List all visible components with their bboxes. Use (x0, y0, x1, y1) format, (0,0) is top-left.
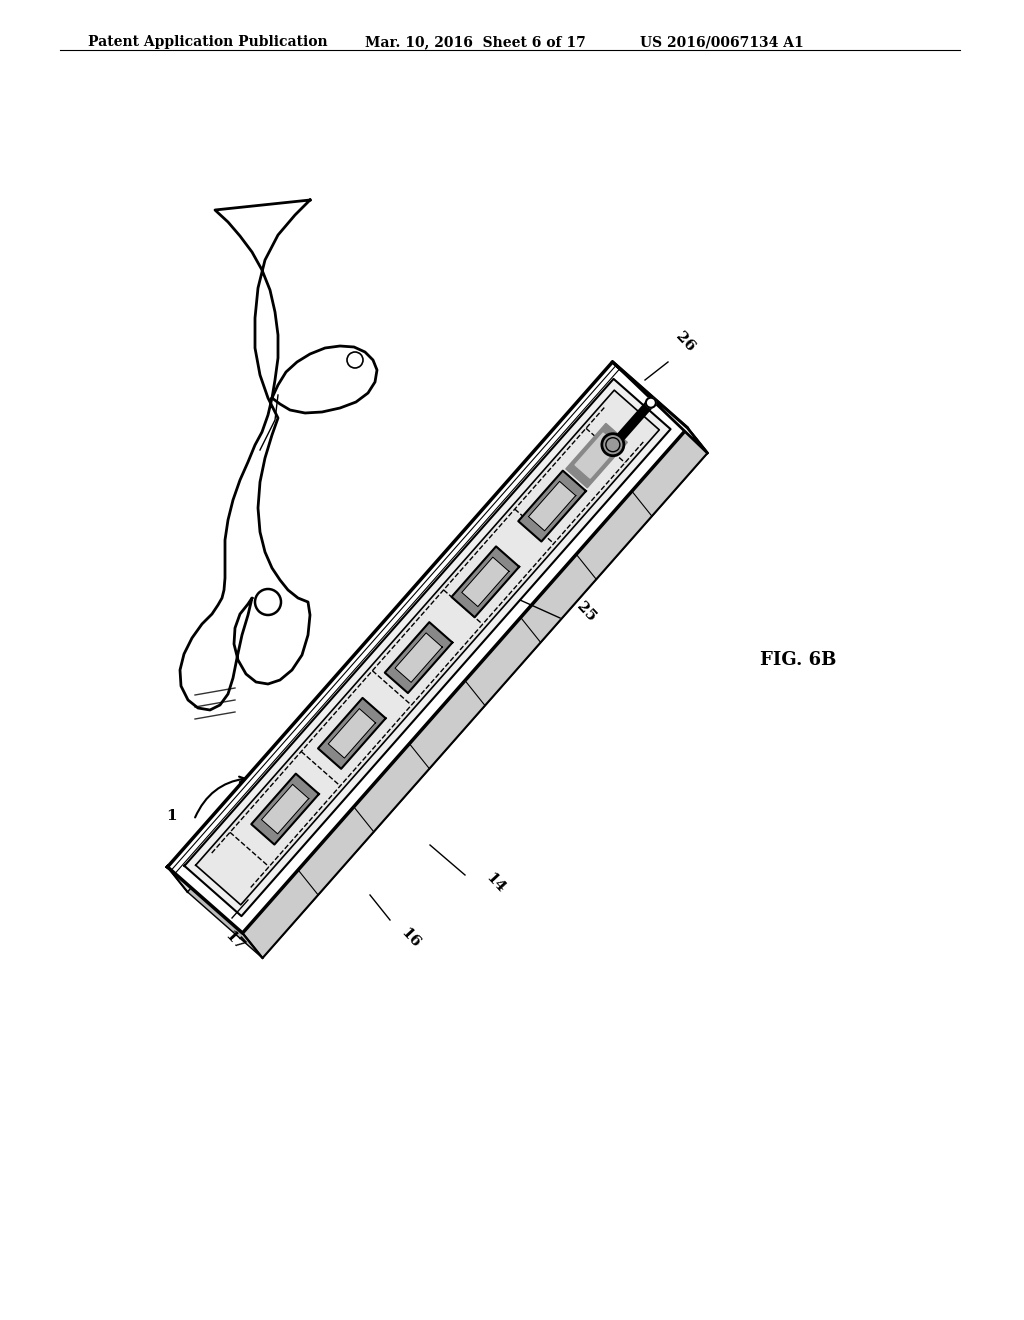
Polygon shape (318, 698, 386, 768)
Polygon shape (243, 428, 708, 958)
Polygon shape (452, 546, 519, 618)
Polygon shape (187, 387, 708, 958)
Polygon shape (168, 362, 687, 933)
Text: 25: 25 (574, 599, 599, 624)
Polygon shape (272, 346, 377, 413)
Polygon shape (575, 433, 618, 478)
Polygon shape (462, 557, 509, 607)
Text: US 2016/0067134 A1: US 2016/0067134 A1 (640, 36, 804, 49)
Text: 16: 16 (398, 925, 423, 950)
Polygon shape (196, 391, 659, 904)
Polygon shape (518, 471, 586, 541)
Polygon shape (261, 784, 309, 834)
Text: 17: 17 (222, 928, 247, 953)
Polygon shape (385, 622, 453, 693)
Text: Mar. 10, 2016  Sheet 6 of 17: Mar. 10, 2016 Sheet 6 of 17 (365, 36, 586, 49)
Circle shape (646, 397, 655, 408)
Polygon shape (612, 362, 708, 453)
Polygon shape (251, 774, 318, 845)
Text: 26: 26 (673, 329, 697, 354)
Polygon shape (180, 201, 310, 710)
Polygon shape (528, 482, 575, 531)
Polygon shape (566, 424, 628, 488)
Text: Patent Application Publication: Patent Application Publication (88, 36, 328, 49)
Polygon shape (395, 632, 442, 682)
Text: FIG. 6B: FIG. 6B (760, 651, 837, 669)
Circle shape (347, 352, 362, 368)
Text: 14: 14 (483, 870, 508, 895)
Circle shape (602, 434, 624, 455)
Text: 1: 1 (167, 809, 177, 822)
Polygon shape (168, 362, 633, 892)
Circle shape (255, 589, 281, 615)
Polygon shape (328, 709, 376, 758)
Polygon shape (184, 379, 671, 916)
